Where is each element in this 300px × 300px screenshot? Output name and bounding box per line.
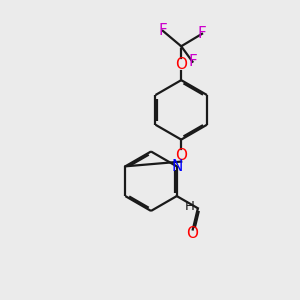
Text: O: O	[175, 148, 187, 163]
Text: F: F	[158, 23, 167, 38]
Text: F: F	[188, 54, 197, 69]
Text: O: O	[175, 57, 187, 72]
Text: H: H	[184, 200, 194, 213]
Text: F: F	[198, 26, 206, 41]
Text: O: O	[187, 226, 199, 241]
Text: N: N	[171, 159, 182, 174]
